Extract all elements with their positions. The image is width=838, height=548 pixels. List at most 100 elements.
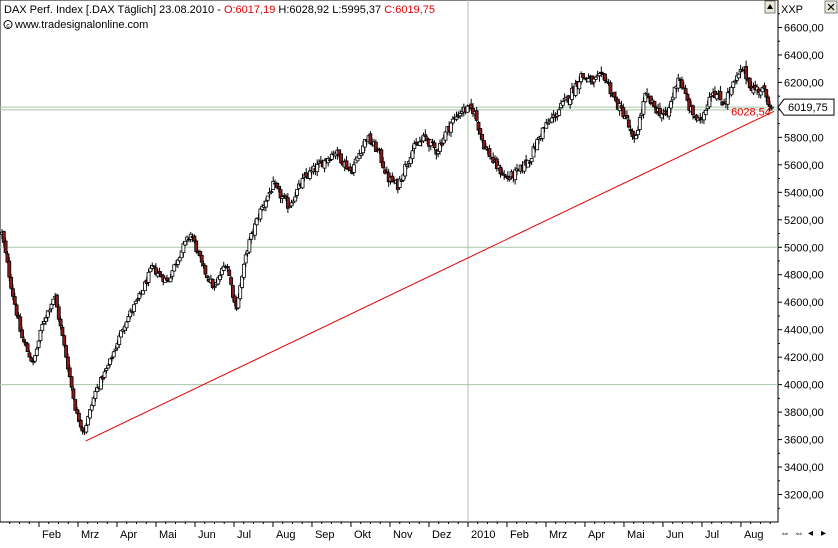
high-label: H:6028,92 (278, 4, 329, 16)
candle (3, 237, 8, 255)
candle-body (66, 356, 70, 370)
candle-body (111, 351, 116, 358)
x-tick-label: 2010 (471, 529, 495, 541)
x-tick-label: Aug (744, 529, 764, 541)
x-tick-label: Jun (666, 529, 684, 541)
candle-body (368, 133, 373, 145)
candle-body (683, 88, 688, 95)
candle-body (247, 239, 252, 253)
candle-body (667, 107, 672, 117)
candle-body (126, 316, 131, 322)
candle-body (641, 101, 646, 115)
candle-body (271, 180, 276, 190)
candle-body (27, 352, 32, 358)
candle-body (423, 134, 428, 137)
candle-body (157, 270, 162, 274)
candle-body (33, 355, 37, 362)
candle (351, 161, 356, 177)
candle (768, 100, 772, 112)
candle-body (458, 113, 463, 117)
scroll-right-button[interactable]: ▸ (821, 528, 826, 539)
candle (9, 273, 14, 290)
candle-body (351, 164, 356, 173)
candle-body (18, 316, 23, 332)
candle-body (55, 294, 59, 308)
candle-body (192, 235, 197, 242)
candle (535, 137, 540, 151)
candle-body (449, 122, 453, 133)
candle-body (450, 118, 455, 124)
y-tick-label: 5600,00 (784, 160, 824, 172)
candles-layer (0, 60, 774, 436)
candle (241, 263, 246, 280)
candle (73, 399, 78, 411)
zoom-in-button[interactable]: ⇔ (780, 528, 790, 539)
candle-body (384, 170, 389, 173)
grid-lines (0, 0, 778, 522)
candle (397, 175, 402, 190)
candle-body (229, 277, 233, 285)
candle-body (626, 119, 631, 128)
candle-body (432, 142, 437, 149)
candle-body (736, 73, 741, 79)
candle (703, 108, 708, 116)
candle-body (203, 265, 208, 275)
candle-body (218, 275, 222, 281)
candle-body (168, 277, 173, 283)
candle-body (141, 290, 145, 295)
candle-body (295, 189, 299, 196)
candle-body (300, 177, 305, 189)
candle-body (768, 104, 772, 107)
x-tick-label: Feb (42, 529, 61, 541)
x-tick-label: Feb (510, 529, 529, 541)
candle (265, 195, 270, 202)
candle-body (691, 105, 695, 116)
candle-body (36, 340, 41, 348)
candle-body (469, 103, 474, 109)
candle-body (88, 409, 92, 419)
candle (581, 73, 585, 79)
candle-body (637, 117, 642, 130)
chart-header: DAX Perf. Index [.DAX Täglich] 23.08.201… (3, 4, 435, 31)
candle (172, 264, 177, 272)
candle-body (315, 163, 320, 173)
candle-body (225, 266, 230, 269)
candle-body (549, 117, 554, 123)
candle-body (3, 240, 8, 253)
last-price-marker: 6019,75 (777, 98, 835, 116)
x-tick-label: Jun (198, 529, 216, 541)
candle-body (769, 106, 774, 109)
candle-body (212, 286, 217, 289)
candle (243, 251, 248, 267)
candle-body (731, 81, 736, 88)
candle-body (152, 265, 156, 268)
candle-body (56, 306, 61, 320)
y-tick-label: 4400,00 (784, 325, 824, 337)
candle-body (707, 96, 712, 108)
candle-body (183, 240, 188, 246)
candle-body (71, 388, 76, 399)
candle (247, 236, 252, 255)
candle-body (634, 135, 639, 140)
scroll-up-icon (767, 4, 773, 9)
candle-body (293, 196, 298, 202)
y-tick-label: 6400,00 (784, 50, 824, 62)
panel-toolbar: XXP (764, 0, 838, 16)
candle-body (348, 166, 353, 172)
candle-body (359, 153, 364, 156)
y-tick-label: 4800,00 (784, 270, 824, 282)
candle-body (170, 270, 175, 277)
plot-area (0, 0, 779, 523)
candle-body (397, 178, 402, 188)
scroll-left-button[interactable]: ◂ (808, 528, 813, 539)
candle (474, 106, 479, 122)
candle-body (527, 161, 532, 164)
candle-body (560, 101, 565, 106)
zoom-out-button[interactable]: ⇔ (794, 528, 804, 539)
svg-text:c: c (6, 23, 10, 30)
candle-body (289, 202, 294, 207)
candle-body (379, 149, 384, 163)
candle-body (240, 275, 244, 288)
candle (403, 160, 408, 180)
